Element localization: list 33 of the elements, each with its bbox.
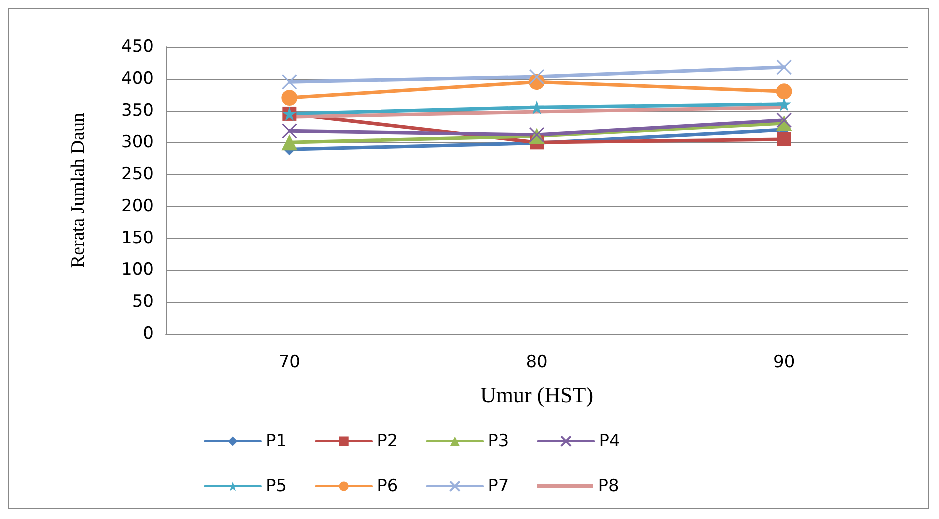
y-tick-label: 300 <box>122 132 154 153</box>
x-tick-label: 70 <box>278 352 300 372</box>
y-tick-label: 100 <box>122 260 154 280</box>
x-tick-label: 90 <box>774 352 796 372</box>
y-tick-label: 450 <box>122 37 154 57</box>
y-tick-label: 200 <box>122 196 154 216</box>
point <box>282 134 298 151</box>
point <box>282 90 298 106</box>
y-axis-title: Rerata Jumlah Daun <box>68 112 89 268</box>
y-tick-label: 150 <box>122 228 154 248</box>
point <box>776 84 792 100</box>
point <box>777 132 792 146</box>
point <box>282 74 298 90</box>
legend-label: P2 <box>377 432 398 452</box>
y-tick-label: 0 <box>143 324 154 344</box>
legend-label: P6 <box>377 476 398 496</box>
point <box>530 100 544 115</box>
legend-label: P3 <box>488 432 510 452</box>
y-tick-label: 250 <box>122 164 154 185</box>
legend-label: P5 <box>266 476 288 496</box>
point <box>282 123 298 139</box>
legend-label: P8 <box>598 476 620 496</box>
point <box>776 60 792 76</box>
legend-label: P7 <box>488 476 510 496</box>
y-tick-label: 50 <box>132 292 154 312</box>
legend-label: P1 <box>266 432 288 452</box>
x-axis-title: Umur (HST) <box>480 382 594 408</box>
point <box>529 69 545 85</box>
point <box>776 112 792 128</box>
x-tick-label: 80 <box>526 352 548 372</box>
y-tick-label: 400 <box>122 68 154 89</box>
y-tick-label: 350 <box>122 100 154 121</box>
legend-label: P4 <box>599 432 620 452</box>
